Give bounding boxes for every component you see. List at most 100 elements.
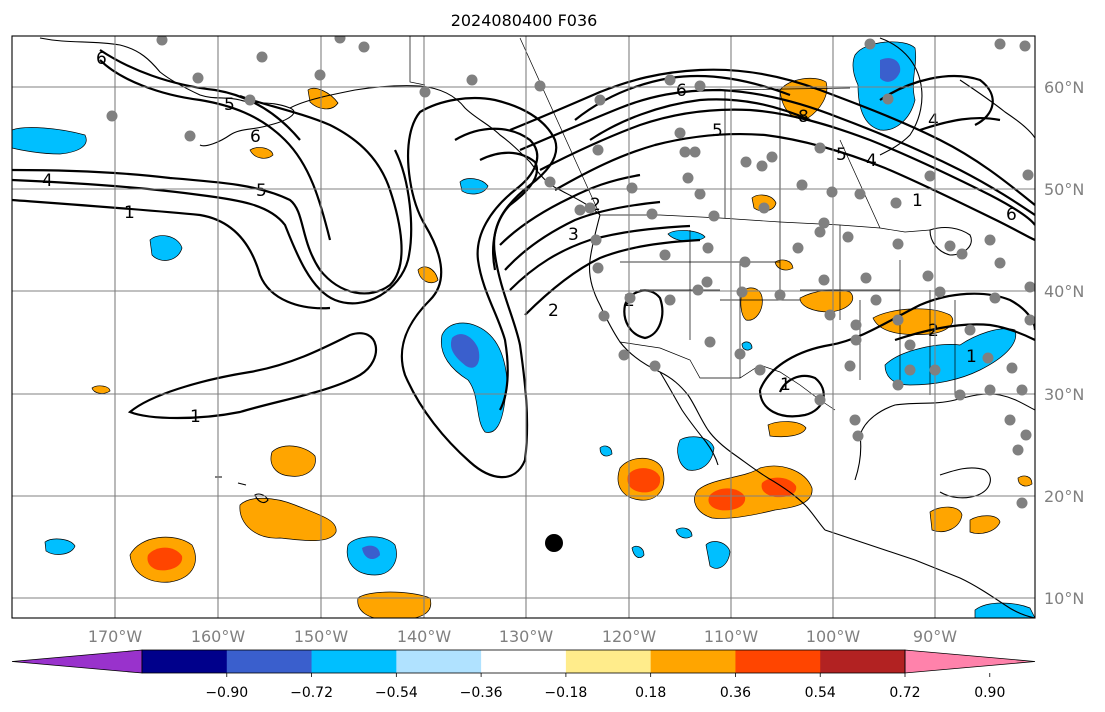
latitude-label: 30°N xyxy=(1044,385,1084,404)
station-marker xyxy=(592,144,604,156)
contour-line xyxy=(127,332,378,420)
station-marker xyxy=(624,292,636,304)
map-panel: 6 5 4 1 5 6 2 3 2 1 1 6 5 4 8 5 4 1 6 1 … xyxy=(12,36,1035,618)
negative-region xyxy=(44,538,76,555)
station-marker xyxy=(954,389,966,401)
station-marker xyxy=(708,210,720,222)
station-marker xyxy=(659,249,671,261)
negative-core xyxy=(880,58,901,82)
positive-shading xyxy=(91,77,1033,618)
contour-label: 3 xyxy=(568,225,579,245)
station-marker xyxy=(694,188,706,200)
contour-line xyxy=(539,108,1035,226)
figure-title: 2024080400 F036 xyxy=(451,11,598,30)
station-marker xyxy=(692,284,704,296)
positive-region xyxy=(969,515,1001,534)
baja-coastline xyxy=(659,371,719,466)
mexico-west-coast xyxy=(824,529,1035,618)
station-marker xyxy=(739,256,751,268)
negative-region xyxy=(12,127,87,155)
contour-label-layer: 6 5 4 1 5 6 2 3 2 1 1 6 5 4 8 5 4 1 6 1 … xyxy=(42,49,1017,427)
station-marker xyxy=(922,270,934,282)
colorbar-segment xyxy=(226,650,313,673)
station-marker xyxy=(826,186,838,198)
us-mexico-border xyxy=(619,341,836,411)
station-marker xyxy=(534,80,546,92)
station-marker xyxy=(618,349,630,361)
colorbar-segment xyxy=(311,650,397,673)
station-marker xyxy=(849,414,861,426)
station-marker xyxy=(598,310,610,322)
station-marker xyxy=(860,272,872,284)
contour-label: 4 xyxy=(928,111,939,131)
positive-core xyxy=(708,488,746,511)
station-marker xyxy=(694,80,706,92)
colorbar-tick-label: 0.54 xyxy=(805,685,836,701)
colorbar-segment xyxy=(650,650,736,673)
station-marker xyxy=(544,176,556,188)
contour-label: 5 xyxy=(836,145,847,165)
hudson-bay-coast xyxy=(879,37,923,156)
station-marker xyxy=(701,276,713,288)
contour-line xyxy=(894,323,1035,342)
contour-label: 1 xyxy=(780,375,791,395)
station-marker xyxy=(850,334,862,346)
station-marker xyxy=(674,127,686,139)
station-marker xyxy=(689,146,701,158)
positive-core xyxy=(627,468,661,493)
station-marker xyxy=(1004,414,1016,426)
station-marker xyxy=(664,294,676,306)
negative-region xyxy=(677,436,715,471)
contour-label: 5 xyxy=(256,181,267,201)
colorbar-tick-label: 0.72 xyxy=(889,685,920,701)
contour-label: 1 xyxy=(912,191,923,211)
contour-line xyxy=(479,151,538,271)
station-marker xyxy=(824,309,836,321)
longitude-label: 100°W xyxy=(806,627,861,646)
negative-region xyxy=(705,541,731,569)
station-marker xyxy=(904,339,916,351)
station-marker xyxy=(314,69,326,81)
contour-line xyxy=(99,59,332,241)
station-marker xyxy=(814,142,826,154)
contour-line xyxy=(879,74,1001,132)
positive-core xyxy=(761,477,797,498)
colorbar-segment xyxy=(565,650,652,673)
station-marker xyxy=(758,202,770,214)
contour-label: 5 xyxy=(224,95,235,115)
station-marker xyxy=(702,242,714,254)
station-marker xyxy=(756,160,768,172)
positive-region xyxy=(767,421,807,438)
contour-label: 2 xyxy=(928,321,939,341)
longitude-label: 90°W xyxy=(913,627,957,646)
station-marker xyxy=(964,324,976,336)
contour-label: 5 xyxy=(712,121,723,141)
contour-label: 6 xyxy=(676,81,687,101)
station-marker xyxy=(844,360,856,372)
longitude-label: 110°W xyxy=(704,627,759,646)
station-marker xyxy=(814,394,826,406)
station-marker xyxy=(892,238,904,250)
station-marker xyxy=(704,336,716,348)
station-marker xyxy=(646,208,658,220)
station-marker xyxy=(1016,497,1028,509)
station-marker xyxy=(796,179,808,191)
yucatan-coastline xyxy=(939,467,991,499)
negative-region xyxy=(631,545,645,558)
station-marker xyxy=(626,182,638,194)
station-marker xyxy=(882,93,894,105)
station-marker xyxy=(994,257,1006,269)
contour-label: 4 xyxy=(42,171,53,191)
station-marker xyxy=(924,170,936,182)
colorbar-tick-label: 0.18 xyxy=(635,685,666,701)
colorbar-tick-label: −0.18 xyxy=(544,685,587,701)
station-marker xyxy=(892,379,904,391)
contour-line xyxy=(99,49,301,141)
longitude-label: 120°W xyxy=(602,627,657,646)
station-marker xyxy=(592,262,604,274)
positive-region xyxy=(774,259,794,271)
colorbar xyxy=(11,649,1036,674)
storm-center-marker xyxy=(545,534,563,552)
longitude-labels: 170°W 160°W 150°W 140°W 130°W 120°W 110°W 100°W… xyxy=(88,627,957,646)
station-marker xyxy=(664,74,676,86)
